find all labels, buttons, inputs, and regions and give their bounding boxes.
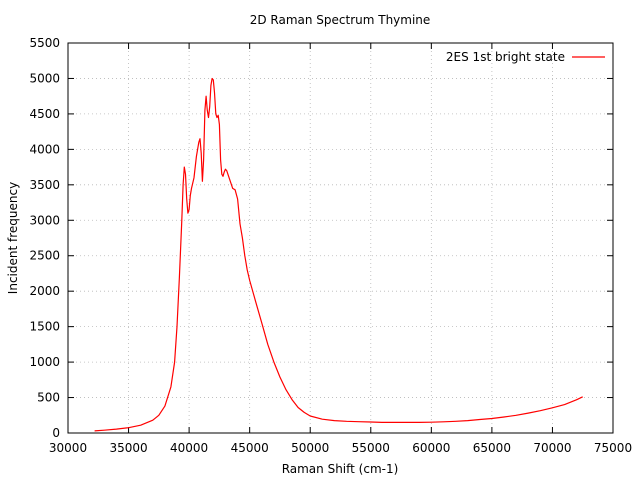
y-tick-label: 1000 [29,355,60,369]
y-tick-label: 0 [52,426,60,440]
x-tick-label: 65000 [473,441,511,455]
grid-lines [68,43,613,433]
y-tick-label: 5000 [29,71,60,85]
x-tick-label: 75000 [594,441,632,455]
legend-label-series-1: 2ES 1st bright state [446,50,565,64]
y-axis: 0 500 1000 1500 2000 2500 3000 3500 4000 4500 5000… [29,36,613,440]
y-tick-label: 4000 [29,142,60,156]
x-axis: 30000 35000 40000 45000 50000 55000 60000 65000… [49,43,632,455]
series-layer [94,77,583,432]
series-line-1 [94,77,583,432]
y-tick-label: 2000 [29,284,60,298]
y-tick-label: 5500 [29,36,60,50]
plot-frame [67,42,614,434]
y-axis-label: Incident frequency [6,182,20,294]
x-tick-label: 30000 [49,441,87,455]
chart-title: 2D Raman Spectrum Thymine [250,13,431,27]
x-tick-label: 55000 [352,441,390,455]
x-tick-label: 70000 [533,441,571,455]
x-tick-label: 40000 [170,441,208,455]
y-tick-label: 500 [37,391,60,405]
x-axis-label: Raman Shift (cm-1) [282,462,399,476]
y-tick-label: 3500 [29,178,60,192]
x-tick-label: 60000 [412,441,450,455]
x-tick-label: 45000 [231,441,269,455]
y-tick-label: 1500 [29,320,60,334]
legend: 2ES 1st bright state [446,50,605,64]
x-tick-label: 50000 [291,441,329,455]
y-tick-label: 3000 [29,213,60,227]
y-tick-label: 2500 [29,249,60,263]
y-tick-label: 4500 [29,107,60,121]
x-tick-label: 35000 [109,441,147,455]
